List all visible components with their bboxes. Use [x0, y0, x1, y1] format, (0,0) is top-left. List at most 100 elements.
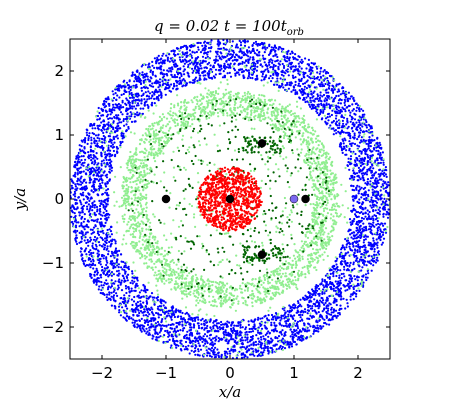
scatter-point	[330, 287, 333, 290]
scatter-point	[363, 158, 366, 161]
scatter-point	[146, 323, 150, 326]
scatter-point	[101, 265, 104, 269]
scatter-point	[232, 350, 235, 353]
scatter-point	[358, 121, 361, 124]
scatter-point	[271, 59, 274, 62]
scatter-point	[376, 256, 379, 259]
scatter-point	[196, 339, 199, 342]
scatter-point	[160, 327, 163, 330]
scatter-point	[270, 313, 274, 317]
scatter-point	[321, 310, 324, 313]
scatter-point	[303, 85, 306, 88]
scatter-point	[302, 310, 305, 313]
scatter-point	[310, 316, 314, 319]
scatter-point	[316, 299, 319, 302]
scatter-point	[267, 61, 270, 64]
scatter-point	[126, 315, 129, 318]
scatter-point	[228, 71, 231, 74]
scatter-point	[387, 208, 390, 211]
scatter-point	[329, 104, 332, 107]
scatter-point	[361, 261, 365, 264]
scatter-point	[317, 330, 320, 333]
scatter-point	[364, 276, 367, 279]
scatter-point	[319, 94, 322, 97]
scatter-point	[354, 163, 357, 167]
scatter-point	[105, 279, 108, 282]
scatter-point	[335, 293, 338, 296]
scatter-point	[76, 161, 79, 164]
scatter-point	[380, 157, 383, 160]
scatter-point	[140, 98, 143, 101]
scatter-point	[343, 104, 347, 107]
scatter-point	[175, 343, 178, 346]
scatter-point	[105, 257, 108, 260]
scatter-point	[355, 106, 359, 109]
scatter-point	[340, 272, 343, 276]
scatter-point	[304, 294, 307, 297]
scatter-point	[151, 337, 154, 340]
scatter-point	[193, 67, 197, 70]
scatter-point	[155, 297, 158, 300]
scatter-point	[353, 275, 356, 278]
scatter-point	[280, 317, 283, 320]
scatter-point	[242, 70, 245, 73]
scatter-point	[86, 134, 89, 137]
scatter-point	[104, 136, 107, 139]
scatter-point	[328, 74, 331, 77]
scatter-point	[364, 234, 367, 237]
scatter-point	[368, 200, 372, 203]
scatter-point	[287, 49, 290, 53]
scatter-point	[259, 336, 263, 339]
scatter-point	[149, 70, 152, 73]
scatter-point	[309, 325, 312, 328]
scatter-point	[78, 225, 81, 228]
scatter-point	[263, 315, 266, 318]
scatter-point	[254, 62, 257, 65]
scatter-point	[114, 153, 117, 156]
scatter-point	[151, 73, 154, 76]
scatter-point	[242, 353, 245, 356]
scatter-point	[358, 289, 361, 292]
scatter-point	[91, 262, 95, 265]
scatter-point	[100, 186, 103, 189]
scatter-point	[79, 180, 82, 183]
title-t: t = 100t	[224, 17, 288, 35]
scatter-point	[148, 320, 151, 323]
scatter-point	[101, 179, 104, 182]
scatter-point	[247, 320, 250, 323]
scatter-point	[375, 223, 378, 226]
scatter-point	[367, 272, 370, 275]
scatter-point	[131, 270, 134, 273]
scatter-point	[181, 59, 184, 62]
scatter-point	[221, 55, 224, 58]
scatter-point	[337, 105, 340, 108]
scatter-point	[82, 260, 85, 263]
scatter-point	[118, 309, 121, 312]
scatter-point	[373, 148, 376, 151]
scatter-point	[382, 224, 385, 227]
scatter-point	[244, 347, 247, 350]
scatter-point	[120, 279, 123, 282]
scatter-point	[348, 242, 352, 246]
scatter-point	[354, 113, 357, 116]
scatter-point	[162, 52, 165, 55]
scatter-point	[353, 175, 356, 179]
scatter-point	[382, 237, 386, 240]
scatter-point	[377, 193, 380, 196]
scatter-point	[266, 345, 269, 348]
scatter-point	[136, 314, 139, 317]
scatter-point	[380, 243, 383, 246]
scatter-point	[374, 200, 377, 203]
scatter-point	[198, 77, 201, 80]
scatter-point	[93, 206, 96, 209]
scatter-point	[241, 339, 244, 342]
scatter-point	[252, 343, 255, 346]
scatter-point	[188, 337, 191, 340]
scatter-point	[367, 144, 370, 147]
scatter-point	[117, 114, 120, 117]
scatter-point	[269, 74, 272, 78]
scatter-point	[370, 198, 373, 201]
scatter-point	[358, 131, 361, 134]
scatter-point	[86, 205, 89, 208]
scatter-point	[143, 98, 146, 101]
